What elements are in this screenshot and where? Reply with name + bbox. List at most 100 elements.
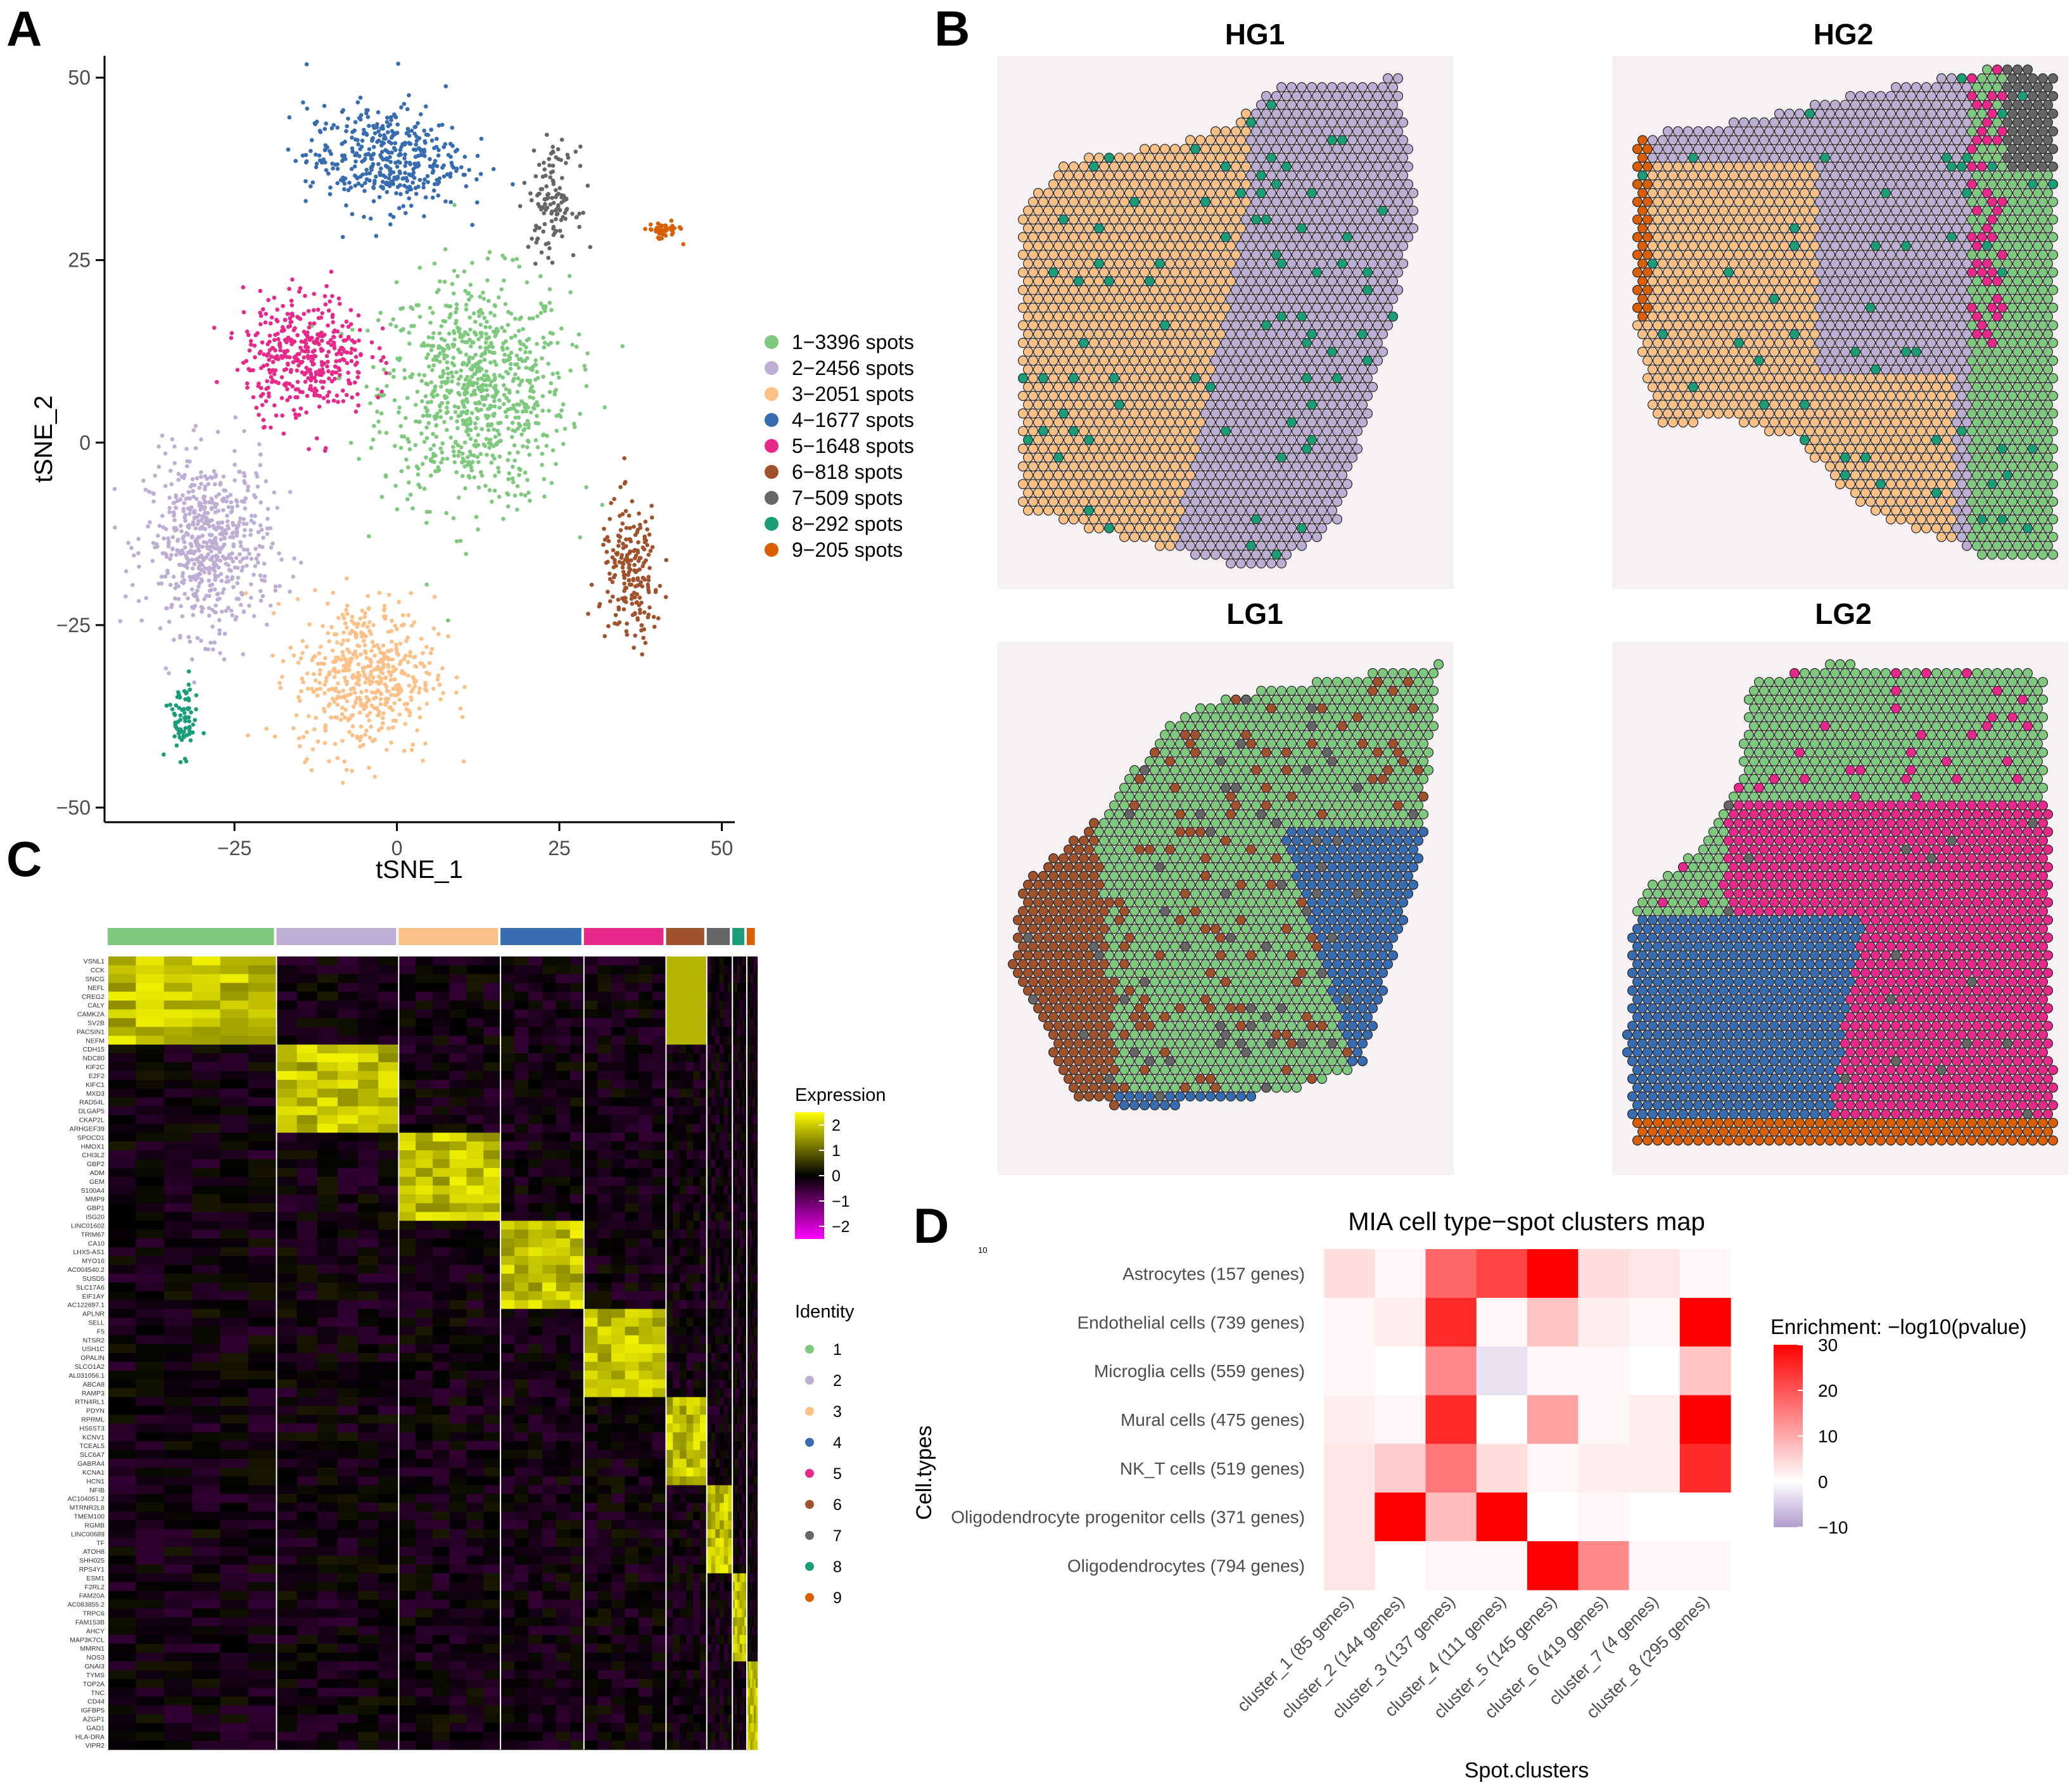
heatmap-cell xyxy=(611,1291,626,1301)
heatmap-cell xyxy=(673,1494,680,1504)
heatmap-cell xyxy=(744,1679,747,1689)
heatmap-cell xyxy=(747,1309,749,1318)
heatmap-cell xyxy=(398,1273,416,1283)
heatmap-cell xyxy=(747,1714,749,1724)
heatmap-cell xyxy=(679,1309,687,1318)
heatmap-cell xyxy=(528,1450,543,1459)
heatmap-cell xyxy=(416,1344,433,1354)
heatmap-cell xyxy=(752,1141,754,1151)
heatmap-cell xyxy=(706,1062,711,1072)
heatmap-cell xyxy=(732,1203,735,1212)
heatmap-cell xyxy=(163,1106,193,1115)
heatmap-cell xyxy=(711,1741,716,1750)
heatmap-cell xyxy=(706,1370,711,1380)
gene-label: NEFM xyxy=(86,1037,105,1045)
heatmap-cell xyxy=(742,1414,745,1424)
heatmap-cell xyxy=(514,1000,529,1010)
heatmap-cell xyxy=(679,1062,687,1072)
heatmap-cell xyxy=(673,1150,680,1160)
heatmap-cell xyxy=(754,1203,756,1212)
heatmap-cell xyxy=(296,1009,318,1019)
heatmap-cell xyxy=(317,1370,338,1380)
heatmap-cell xyxy=(483,1714,501,1724)
gene-label: NDC80 xyxy=(83,1055,105,1062)
heatmap-cell xyxy=(732,1335,735,1345)
heatmap-cell xyxy=(686,1599,694,1609)
heatmap-cell xyxy=(735,1221,738,1230)
heatmap-cell xyxy=(192,965,221,975)
heatmap-cell xyxy=(398,1361,416,1371)
heatmap-cell xyxy=(416,1458,433,1468)
heatmap-cell xyxy=(433,1027,450,1036)
heatmap-cell xyxy=(317,1256,338,1266)
heatmap-cell xyxy=(754,1476,756,1486)
heatmap-cell xyxy=(728,974,733,984)
heatmap-cell xyxy=(248,1185,277,1195)
heatmap-cell xyxy=(673,1212,680,1221)
heatmap-cell xyxy=(483,1036,501,1045)
heatmap-cell xyxy=(378,1318,399,1327)
heatmap-cell xyxy=(136,1159,165,1169)
heatmap-cell xyxy=(673,1079,680,1089)
heatmap-cell xyxy=(666,991,673,1001)
heatmap-cell xyxy=(108,1133,136,1142)
heatmap-cell xyxy=(433,1723,450,1732)
heatmap-cell xyxy=(720,1229,725,1239)
heatmap-cell xyxy=(483,1458,501,1468)
heatmap-cell xyxy=(248,1238,277,1248)
heatmap-cell xyxy=(752,1018,754,1027)
heatmap-cell xyxy=(706,956,711,966)
heatmap-cell xyxy=(433,1203,450,1212)
heatmap-cell xyxy=(752,1696,754,1706)
heatmap-cell xyxy=(625,1300,639,1309)
heatmap-cell xyxy=(755,1379,758,1389)
heatmap-cell xyxy=(416,1361,433,1371)
heatmap-cell xyxy=(666,1247,673,1257)
heatmap-cell xyxy=(338,1397,359,1407)
heatmap-cell xyxy=(715,1608,720,1618)
heatmap-cell xyxy=(679,1653,687,1662)
heatmap-cell xyxy=(737,1256,740,1266)
heatmap-cell xyxy=(398,1547,416,1556)
heatmap-cell xyxy=(673,1599,680,1609)
heatmap-cell xyxy=(338,1344,359,1354)
heatmap-cell xyxy=(732,1106,735,1115)
heatmap-cell xyxy=(625,1644,639,1653)
heatmap-cell xyxy=(744,1133,747,1142)
heatmap-cell xyxy=(752,1256,754,1266)
heatmap-cell xyxy=(220,1414,249,1424)
heatmap-cell xyxy=(732,1397,735,1407)
heatmap-cell xyxy=(754,956,756,966)
heatmap-cell xyxy=(737,1573,740,1583)
heatmap-cell xyxy=(750,1194,753,1204)
heatmap-cell xyxy=(528,1273,543,1283)
heatmap-cell xyxy=(220,1458,249,1468)
heatmap-cell xyxy=(625,1599,639,1609)
heatmap-cell xyxy=(378,1564,399,1574)
heatmap-cell xyxy=(666,1617,673,1627)
heatmap-cell xyxy=(732,1309,735,1318)
heatmap-cell xyxy=(747,1115,749,1124)
heatmap-cell xyxy=(163,1458,193,1468)
heatmap-cell xyxy=(639,1070,653,1081)
heatmap-cell xyxy=(163,1115,193,1124)
heatmap-cell xyxy=(625,1000,639,1010)
heatmap-cell xyxy=(732,1617,735,1627)
heatmap-cell xyxy=(597,1176,612,1186)
heatmap-cell xyxy=(500,1670,515,1680)
heatmap-cell xyxy=(715,1079,720,1089)
heatmap-cell xyxy=(715,1511,720,1521)
heatmap-cell xyxy=(711,1247,716,1257)
heatmap-cell xyxy=(711,1467,716,1477)
heatmap-cell xyxy=(706,1591,711,1601)
heatmap-cell xyxy=(715,1221,720,1230)
heatmap-cell xyxy=(358,1176,379,1186)
heatmap-cell xyxy=(398,1238,416,1248)
heatmap-cell xyxy=(742,1582,745,1592)
heatmap-cell xyxy=(673,1679,680,1689)
heatmap-cell xyxy=(542,1502,557,1512)
heatmap-cell xyxy=(220,1185,249,1195)
heatmap-cell xyxy=(514,1432,529,1442)
heatmap-cell xyxy=(686,1326,694,1336)
heatmap-cell xyxy=(556,1167,571,1178)
